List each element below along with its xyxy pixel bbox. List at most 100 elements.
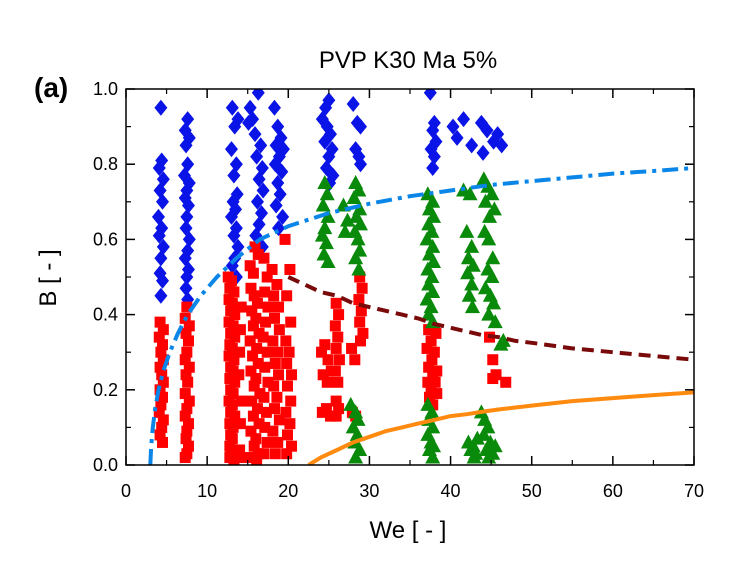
square-point xyxy=(280,406,292,418)
square-point xyxy=(157,414,169,426)
square-point xyxy=(253,418,265,430)
plot-area xyxy=(148,89,694,465)
diamond-point xyxy=(153,182,167,199)
square-point xyxy=(286,369,298,381)
square-point xyxy=(229,376,241,388)
square-point xyxy=(321,376,333,388)
diamond-point xyxy=(318,133,332,150)
square-point xyxy=(182,418,194,430)
triangle-point xyxy=(348,449,364,464)
square-point xyxy=(226,297,238,309)
diamond-point xyxy=(480,122,494,139)
square-point xyxy=(182,376,194,388)
square-point xyxy=(422,376,434,388)
square-point xyxy=(286,440,298,452)
square-point xyxy=(245,425,257,437)
triangle-point xyxy=(477,193,493,208)
square-point xyxy=(429,376,441,388)
diamond-point xyxy=(243,99,257,116)
square-point xyxy=(333,354,345,366)
square-point xyxy=(155,399,167,411)
square-point xyxy=(281,290,293,302)
diamond-point xyxy=(354,118,368,135)
square-point xyxy=(228,354,240,366)
square-point xyxy=(181,346,193,358)
square-point xyxy=(319,339,331,351)
diamond-point xyxy=(156,272,170,289)
square-point xyxy=(251,342,263,354)
diamond-point xyxy=(269,197,283,214)
panel-label: (a) xyxy=(34,72,68,103)
square-point xyxy=(320,403,332,415)
y-tick-label: 0.8 xyxy=(93,154,118,174)
triangle-point xyxy=(348,250,364,265)
diamond-point xyxy=(179,137,193,154)
square-point xyxy=(235,395,247,407)
triangle-point xyxy=(464,299,480,314)
square-point xyxy=(268,380,280,392)
square-point xyxy=(355,335,367,347)
square-point xyxy=(281,429,293,441)
diamond-point xyxy=(250,148,264,165)
triangle-point xyxy=(484,186,500,201)
square-point xyxy=(333,309,345,321)
square-point xyxy=(236,451,248,463)
square-point xyxy=(330,297,342,309)
square-point xyxy=(157,436,169,448)
plot-frame xyxy=(125,88,695,466)
square-point xyxy=(258,448,270,460)
diamond-point xyxy=(248,126,262,143)
square-point xyxy=(273,301,285,313)
triangle-point xyxy=(318,235,334,250)
x-tick-label: 60 xyxy=(603,481,623,501)
triangle-point xyxy=(476,426,492,441)
square-point xyxy=(257,331,269,343)
square-point xyxy=(333,403,345,415)
square-point xyxy=(272,346,284,358)
diamond-point xyxy=(251,89,265,101)
square-point xyxy=(268,312,280,324)
square-point xyxy=(423,361,435,373)
square-point xyxy=(259,361,271,373)
square-point xyxy=(156,369,168,381)
square-point xyxy=(281,380,293,392)
triangle-point xyxy=(485,250,501,265)
diamond-point xyxy=(275,163,289,180)
square-point xyxy=(284,418,296,430)
square-point xyxy=(487,354,499,366)
diamond-point xyxy=(227,227,241,244)
diamond-point xyxy=(154,287,168,304)
diamond-point xyxy=(154,250,168,267)
square-point xyxy=(272,436,284,448)
square-point xyxy=(268,290,280,302)
triangle-point xyxy=(464,238,480,253)
square-point xyxy=(234,444,246,456)
square-point xyxy=(153,331,165,343)
square-point xyxy=(431,388,443,400)
square-point xyxy=(181,403,193,415)
x-tick-label: 70 xyxy=(684,481,704,501)
square-point xyxy=(227,421,239,433)
diamond-point xyxy=(224,141,238,158)
x-tick-label: 10 xyxy=(197,481,217,501)
square-point xyxy=(273,324,285,336)
square-point xyxy=(261,346,273,358)
square-point xyxy=(244,260,256,272)
diamond-point xyxy=(276,208,290,225)
square-point xyxy=(247,267,259,279)
square-point xyxy=(252,357,264,369)
diamond-point xyxy=(180,208,194,225)
square-point xyxy=(153,406,165,418)
triangle-point xyxy=(464,276,480,291)
triangle-point xyxy=(320,253,336,268)
square-point xyxy=(273,369,285,381)
square-point xyxy=(182,335,194,347)
diamond-point xyxy=(182,231,196,248)
square-point xyxy=(233,369,245,381)
square-point xyxy=(251,455,263,465)
triangle-point xyxy=(425,449,441,464)
square-point xyxy=(329,320,341,332)
square-point xyxy=(250,433,262,445)
square-point xyxy=(426,354,438,366)
square-point xyxy=(271,391,283,403)
